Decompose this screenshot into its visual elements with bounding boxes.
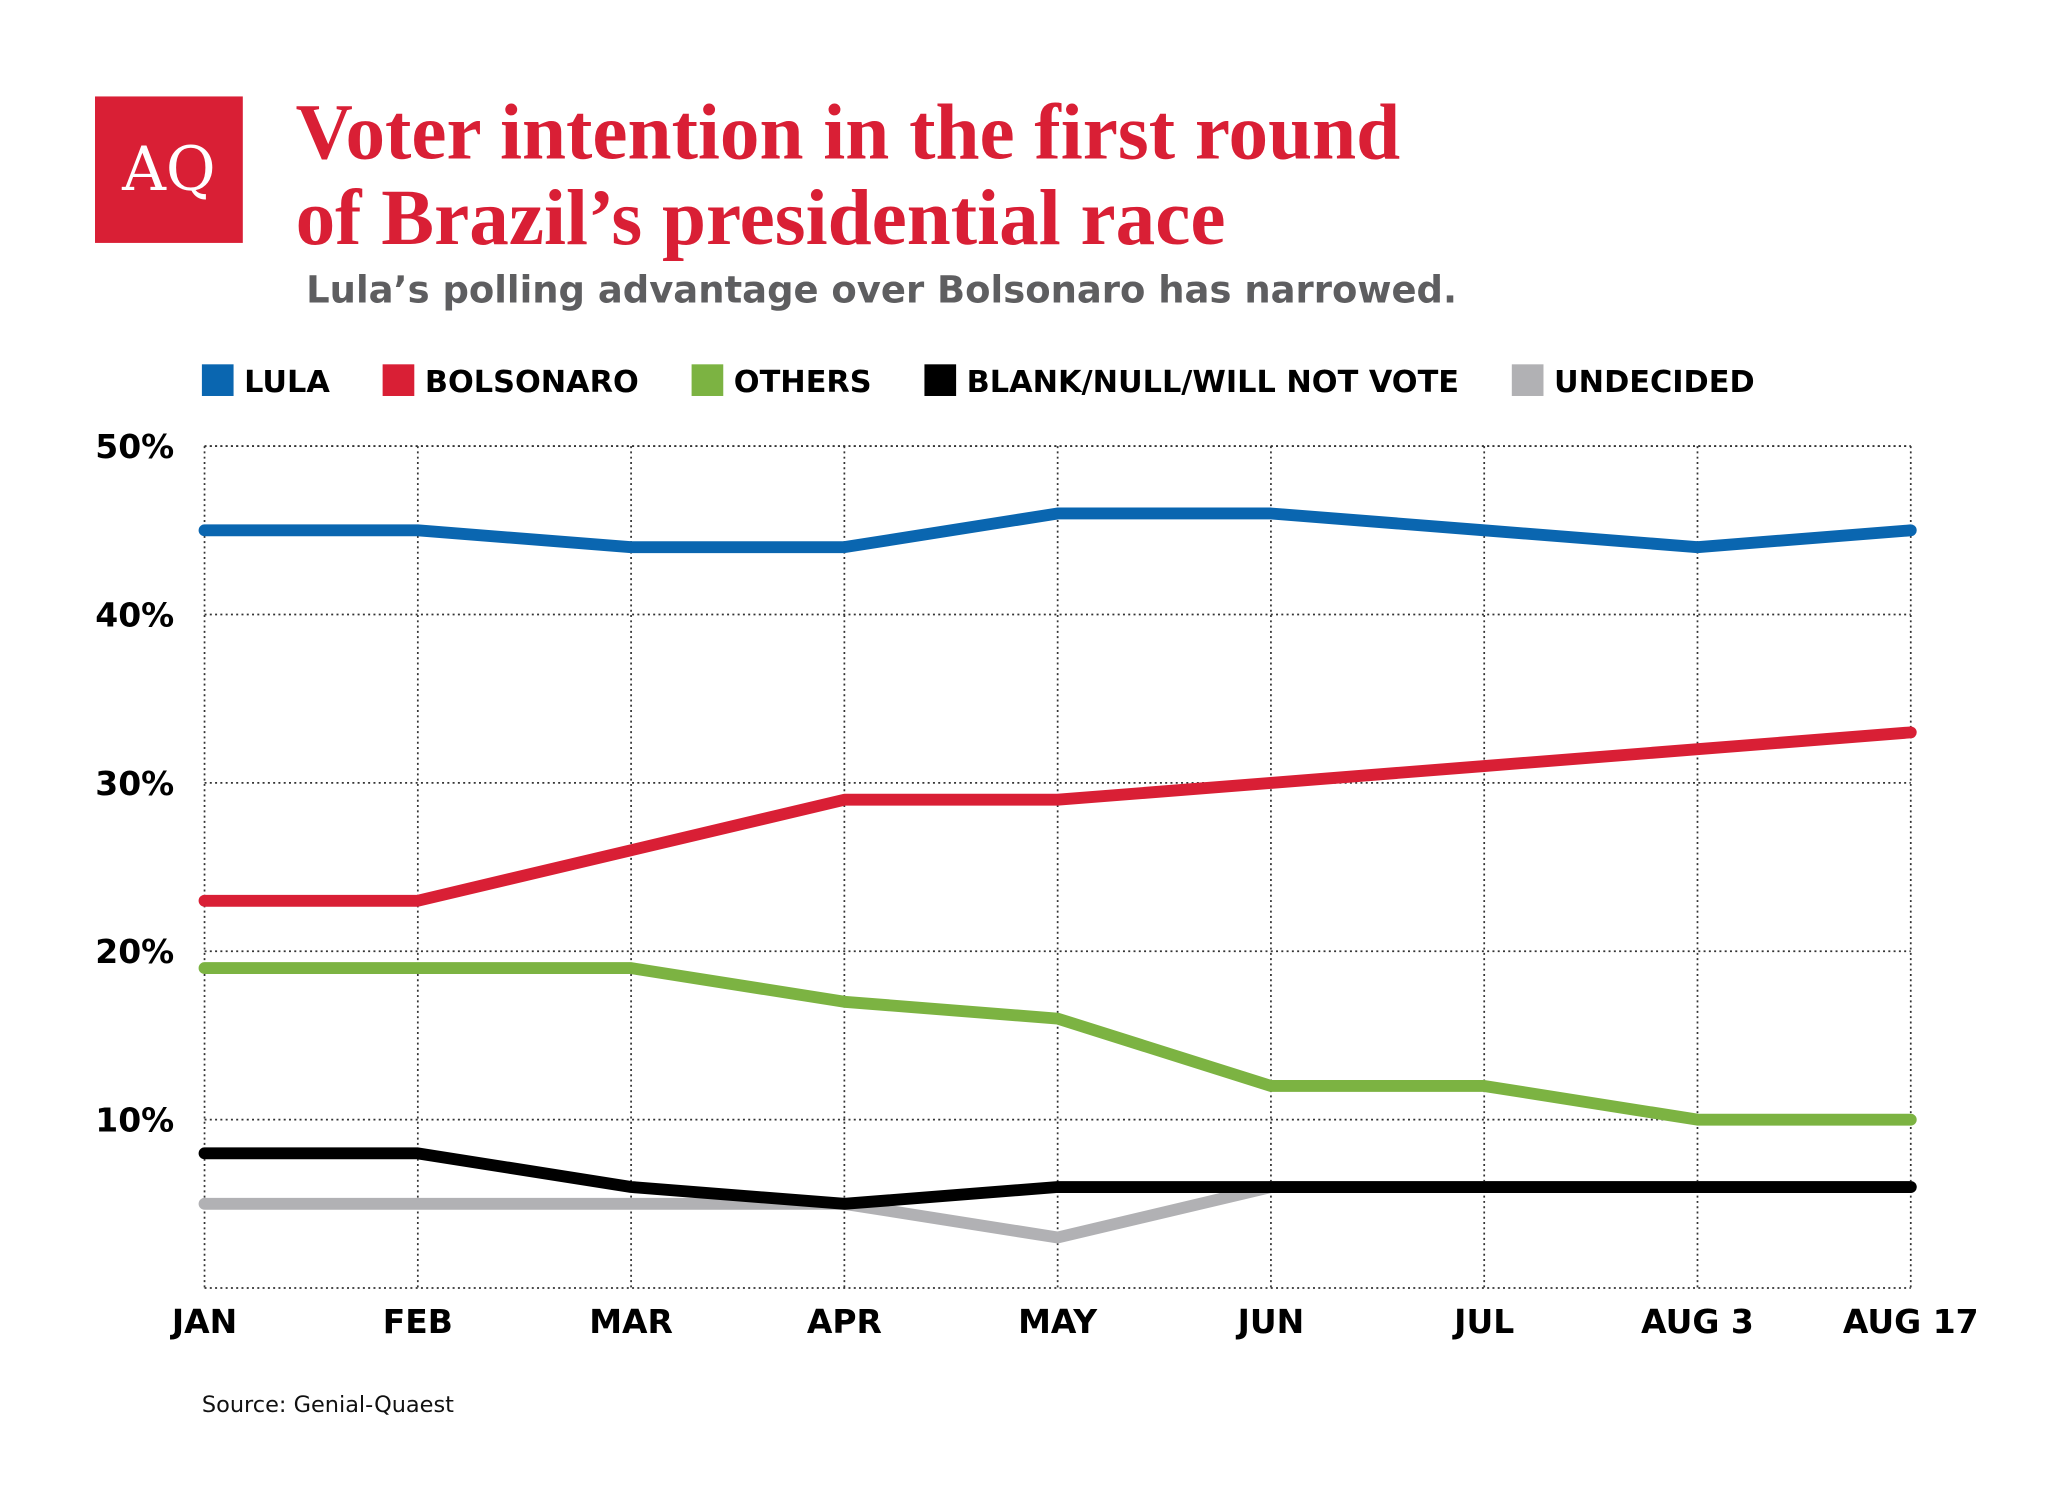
legend-label: LULA	[244, 365, 330, 400]
y-tick-label: 30%	[95, 764, 174, 803]
chart-title: Voter intention in the first round	[296, 88, 1401, 176]
y-tick-label: 40%	[95, 595, 174, 634]
logo: AQ	[121, 135, 216, 205]
logo-box	[95, 96, 243, 243]
x-tick-label: JAN	[170, 1302, 237, 1341]
legend-swatch	[1511, 364, 1544, 396]
legend-label: BLANK/NULL/WILL NOT VOTE	[967, 365, 1459, 400]
legend-label: OTHERS	[734, 365, 872, 400]
x-tick-label: JUL	[1452, 1302, 1514, 1341]
legend-label: BOLSONARO	[425, 365, 639, 400]
series-line	[198, 1147, 1917, 1210]
x-tick-label: JUN	[1236, 1302, 1305, 1341]
chart-title: of Brazil’s presidential race	[296, 174, 1226, 262]
y-tick-label: 20%	[95, 932, 174, 971]
x-tick-label: APR	[807, 1302, 882, 1341]
legend-swatch	[691, 364, 724, 396]
x-tick-label: FEB	[383, 1302, 453, 1341]
x-tick-label: MAR	[589, 1302, 673, 1341]
x-tick-label: MAY	[1018, 1302, 1098, 1341]
x-tick-label: AUG 3	[1641, 1302, 1754, 1341]
legend-swatch	[382, 364, 415, 396]
series-line	[198, 726, 1917, 907]
x-tick-label: AUG 17	[1843, 1302, 1979, 1341]
y-tick-label: 10%	[95, 1101, 174, 1140]
legend-swatch	[924, 364, 957, 396]
chart-subtitle: Lula’s polling advantage over Bolsonaro …	[306, 268, 1457, 311]
y-tick-label: 50%	[95, 427, 174, 466]
legend-label: UNDECIDED	[1554, 365, 1755, 400]
source: Source: Genial-Quaest	[202, 1392, 454, 1418]
legend-swatch	[201, 364, 234, 396]
series-line	[198, 962, 1917, 1126]
series-line	[198, 507, 1917, 554]
